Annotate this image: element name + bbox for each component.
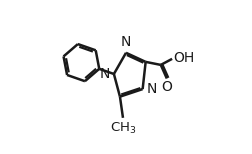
Text: OH: OH xyxy=(174,51,195,65)
Text: N: N xyxy=(146,82,157,96)
Text: N: N xyxy=(121,35,131,49)
Text: N: N xyxy=(100,67,110,81)
Text: CH$_3$: CH$_3$ xyxy=(110,121,136,136)
Text: O: O xyxy=(161,80,172,94)
